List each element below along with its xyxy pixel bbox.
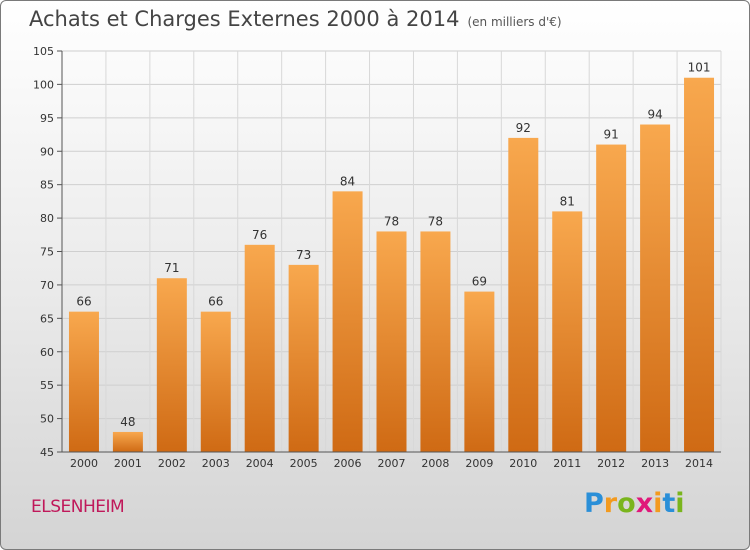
data-label: 69 bbox=[472, 275, 487, 289]
y-tick-label: 70 bbox=[40, 279, 54, 292]
x-tick-label: 2008 bbox=[421, 457, 449, 470]
y-tick-label: 45 bbox=[40, 446, 54, 459]
chart-title: Achats et Charges Externes 2000 à 2014 (e… bbox=[29, 7, 562, 31]
x-tick-label: 2004 bbox=[246, 457, 274, 470]
y-tick-label: 80 bbox=[40, 212, 54, 225]
axis-layer: 45 50 55 60 65 70 75 80 85 90 95 100 105 2000 2001 2002… bbox=[33, 45, 721, 470]
data-label: 66 bbox=[208, 295, 223, 309]
x-tick-label: 2005 bbox=[290, 457, 318, 470]
data-label: 71 bbox=[164, 261, 179, 275]
bar bbox=[552, 211, 583, 452]
data-label: 78 bbox=[428, 214, 443, 228]
y-tick-label: 105 bbox=[33, 45, 54, 58]
logo-letter: o bbox=[617, 488, 636, 519]
data-label: 94 bbox=[647, 108, 662, 122]
bar bbox=[288, 264, 319, 452]
city-name: ELSENHEIM bbox=[31, 497, 125, 517]
y-tick-label: 65 bbox=[40, 312, 54, 325]
bar bbox=[596, 144, 627, 453]
x-tick-label: 2010 bbox=[509, 457, 537, 470]
data-label: 73 bbox=[296, 248, 311, 262]
x-tick-label: 2011 bbox=[553, 457, 581, 470]
data-label: 66 bbox=[76, 295, 91, 309]
x-tick-label: 2006 bbox=[334, 457, 362, 470]
x-tick-label: 2012 bbox=[597, 457, 625, 470]
bar bbox=[200, 311, 231, 452]
y-tick-label: 90 bbox=[40, 145, 54, 158]
bar bbox=[684, 77, 715, 452]
x-tick-label: 2002 bbox=[158, 457, 186, 470]
bar bbox=[420, 231, 451, 452]
bar bbox=[332, 191, 363, 452]
y-tick-label: 75 bbox=[40, 246, 54, 259]
logo-letter: r bbox=[603, 488, 618, 519]
bar bbox=[112, 431, 143, 452]
bar bbox=[464, 291, 495, 452]
bar bbox=[68, 311, 99, 452]
bar bbox=[244, 244, 275, 452]
logo-letter: t bbox=[662, 488, 676, 519]
data-label: 48 bbox=[120, 415, 135, 429]
x-tick-label: 2009 bbox=[465, 457, 493, 470]
bar bbox=[640, 124, 671, 453]
data-label: 78 bbox=[384, 214, 399, 228]
x-tick-label: 2003 bbox=[202, 457, 230, 470]
bar bbox=[508, 137, 539, 452]
y-tick-label: 95 bbox=[40, 112, 54, 125]
labels-layer: 66 48 71 66 76 73 84 78 78 69 92 81 91 94 101 bbox=[76, 61, 710, 429]
logo-letter: P bbox=[584, 488, 604, 519]
data-label: 91 bbox=[604, 128, 619, 142]
data-label: 84 bbox=[340, 174, 355, 188]
x-tick-label: 2000 bbox=[70, 457, 98, 470]
data-label: 76 bbox=[252, 228, 267, 242]
y-tick-label: 55 bbox=[40, 379, 54, 392]
chart-subtitle: (en milliers d'€) bbox=[467, 15, 562, 29]
bars-layer bbox=[68, 77, 715, 453]
x-tick-label: 2014 bbox=[685, 457, 713, 470]
y-tick-label: 50 bbox=[40, 413, 54, 426]
chart-title-text: Achats et Charges Externes 2000 à 2014 bbox=[29, 7, 460, 31]
logo-letter: i bbox=[675, 488, 685, 519]
y-tick-label: 85 bbox=[40, 179, 54, 192]
bar bbox=[376, 231, 407, 452]
y-tick-label: 100 bbox=[33, 78, 54, 91]
data-label: 101 bbox=[688, 61, 711, 75]
x-tick-label: 2001 bbox=[114, 457, 142, 470]
y-tick-label: 60 bbox=[40, 346, 54, 359]
data-label: 92 bbox=[516, 121, 531, 135]
bar bbox=[156, 278, 187, 452]
x-tick-label: 2013 bbox=[641, 457, 669, 470]
logo-letter: i bbox=[653, 488, 663, 519]
x-tick-label: 2007 bbox=[378, 457, 406, 470]
logo-letter: x bbox=[635, 488, 654, 519]
proxiti-logo: Proxiti bbox=[584, 488, 685, 519]
data-label: 81 bbox=[560, 194, 575, 208]
